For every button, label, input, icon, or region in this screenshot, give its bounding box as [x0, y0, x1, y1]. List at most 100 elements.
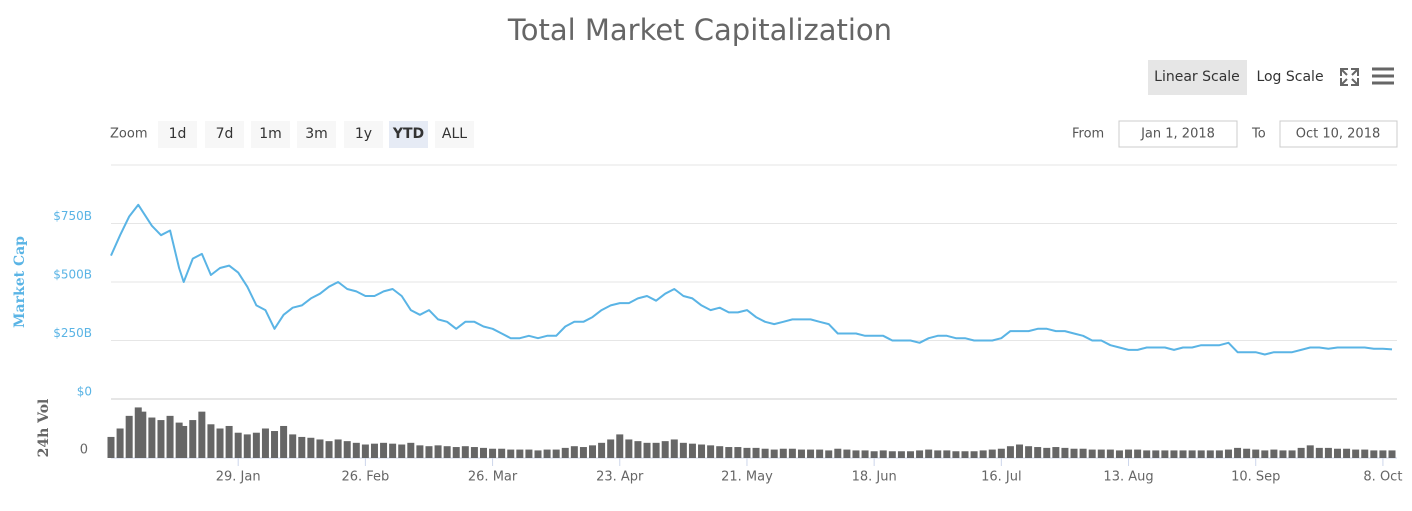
- zoom-button[interactable]: [158, 121, 197, 148]
- volume-bar: [634, 441, 642, 458]
- x-tick-label: 29. Jan: [216, 470, 261, 485]
- zoom-button[interactable]: [205, 121, 244, 148]
- zoom-button-label[interactable]: YTD: [392, 126, 424, 142]
- volume-bar: [271, 431, 279, 458]
- y-axis-title: Market Cap: [12, 236, 28, 328]
- from-input[interactable]: [1118, 120, 1238, 148]
- volume-bar: [725, 447, 733, 458]
- volume-bar: [961, 451, 969, 458]
- volume-bar: [1006, 446, 1014, 458]
- volume-bar: [1288, 450, 1296, 458]
- volume-bar: [879, 450, 887, 458]
- volume-bar: [134, 407, 142, 458]
- volume-bar: [1025, 446, 1033, 458]
- volume-bar: [897, 451, 905, 458]
- to-input[interactable]: [1279, 120, 1398, 148]
- volume-bar: [1134, 449, 1142, 458]
- from-value[interactable]: Jan 1, 2018: [1140, 127, 1215, 142]
- volume-bar: [916, 450, 924, 458]
- zoom-button-label[interactable]: ALL: [442, 126, 467, 142]
- volume-bar: [175, 422, 183, 458]
- volume-bar: [688, 443, 696, 458]
- volume-bar: [761, 448, 769, 458]
- volume-bar: [1052, 447, 1060, 458]
- volume-bar: [1370, 450, 1378, 458]
- volume-bar: [570, 446, 578, 458]
- volume-bar: [1034, 447, 1042, 458]
- volume-bar: [252, 432, 260, 458]
- zoom-button-label[interactable]: 7d: [216, 126, 234, 142]
- x-tick-label: 13. Aug: [1103, 470, 1153, 485]
- y-tick-label: $500B: [53, 268, 92, 282]
- volume-bar: [1125, 449, 1133, 458]
- volume-bar: [1161, 450, 1169, 458]
- volume-bar: [743, 447, 751, 458]
- y2-axis-title: 24h Vol: [36, 399, 52, 458]
- scale-button-label[interactable]: Log Scale: [1256, 69, 1323, 85]
- volume-bar: [107, 436, 115, 458]
- y2-tick-label: 0: [80, 443, 88, 458]
- volume-bar: [698, 444, 706, 458]
- volume-bar: [607, 439, 615, 458]
- zoom-button[interactable]: [389, 121, 428, 148]
- volume-bar: [952, 451, 960, 458]
- volume-bar: [139, 411, 147, 458]
- zoom-button[interactable]: [344, 121, 383, 148]
- volume-bar: [734, 447, 742, 458]
- volume-bar: [1106, 449, 1114, 458]
- volume-bar: [243, 434, 251, 458]
- volume-bar: [888, 451, 896, 458]
- volume-bar: [261, 428, 269, 458]
- zoom-button[interactable]: [297, 121, 336, 148]
- volume-bar: [1361, 449, 1369, 458]
- to-value[interactable]: Oct 10, 2018: [1296, 127, 1381, 142]
- volume-bar: [679, 442, 687, 458]
- volume-bar: [425, 446, 433, 458]
- zoom-button-label[interactable]: 1y: [355, 126, 372, 142]
- volume-bar: [307, 437, 315, 458]
- volume-bar: [289, 434, 297, 458]
- volume-bar: [625, 439, 633, 458]
- volume-bar: [988, 449, 996, 458]
- x-tick-label: 10. Sep: [1231, 470, 1280, 485]
- volume-bar: [1197, 450, 1205, 458]
- x-tick-label: 23. Apr: [596, 470, 644, 485]
- volume-bar: [870, 451, 878, 458]
- volume-bar: [861, 450, 869, 458]
- volume-bar: [116, 428, 124, 458]
- volume-bar: [148, 417, 156, 458]
- menu-icon[interactable]: [1372, 67, 1394, 85]
- volume-bar: [825, 450, 833, 458]
- zoom-button[interactable]: [435, 121, 474, 148]
- volume-bar: [852, 450, 860, 458]
- fullscreen-icon[interactable]: [1340, 68, 1359, 86]
- volume-bar: [316, 439, 324, 458]
- volume-bar: [816, 449, 824, 458]
- volume-bar: [1379, 450, 1387, 458]
- volume-bar: [416, 445, 424, 458]
- volume-bar: [489, 448, 497, 458]
- volume-bar: [470, 447, 478, 458]
- volume-bar: [1061, 447, 1069, 458]
- x-tick-label: 26. Feb: [341, 470, 389, 485]
- volume-bar: [198, 411, 206, 458]
- volume-bar: [180, 425, 188, 458]
- volume-bar: [716, 446, 724, 458]
- volume-bar: [661, 441, 669, 458]
- zoom-button-label[interactable]: 3m: [305, 126, 328, 142]
- volume-bar: [1079, 448, 1087, 458]
- scale-button[interactable]: [1148, 60, 1247, 95]
- volume-bar: [1270, 449, 1278, 458]
- volume-bar: [552, 449, 560, 458]
- zoom-button-label[interactable]: 1m: [259, 126, 282, 142]
- volume-bar: [1279, 450, 1287, 458]
- scale-button-label[interactable]: Linear Scale: [1154, 69, 1240, 85]
- zoom-button-label[interactable]: 1d: [169, 126, 187, 142]
- zoom-button[interactable]: [251, 121, 290, 148]
- x-tick-label: 18. Jun: [852, 470, 897, 485]
- volume-bar: [516, 449, 524, 458]
- volume-bar: [479, 447, 487, 458]
- volume-bar: [1143, 450, 1151, 458]
- y-tick-label: $750B: [53, 209, 92, 223]
- volume-bar: [1324, 447, 1332, 458]
